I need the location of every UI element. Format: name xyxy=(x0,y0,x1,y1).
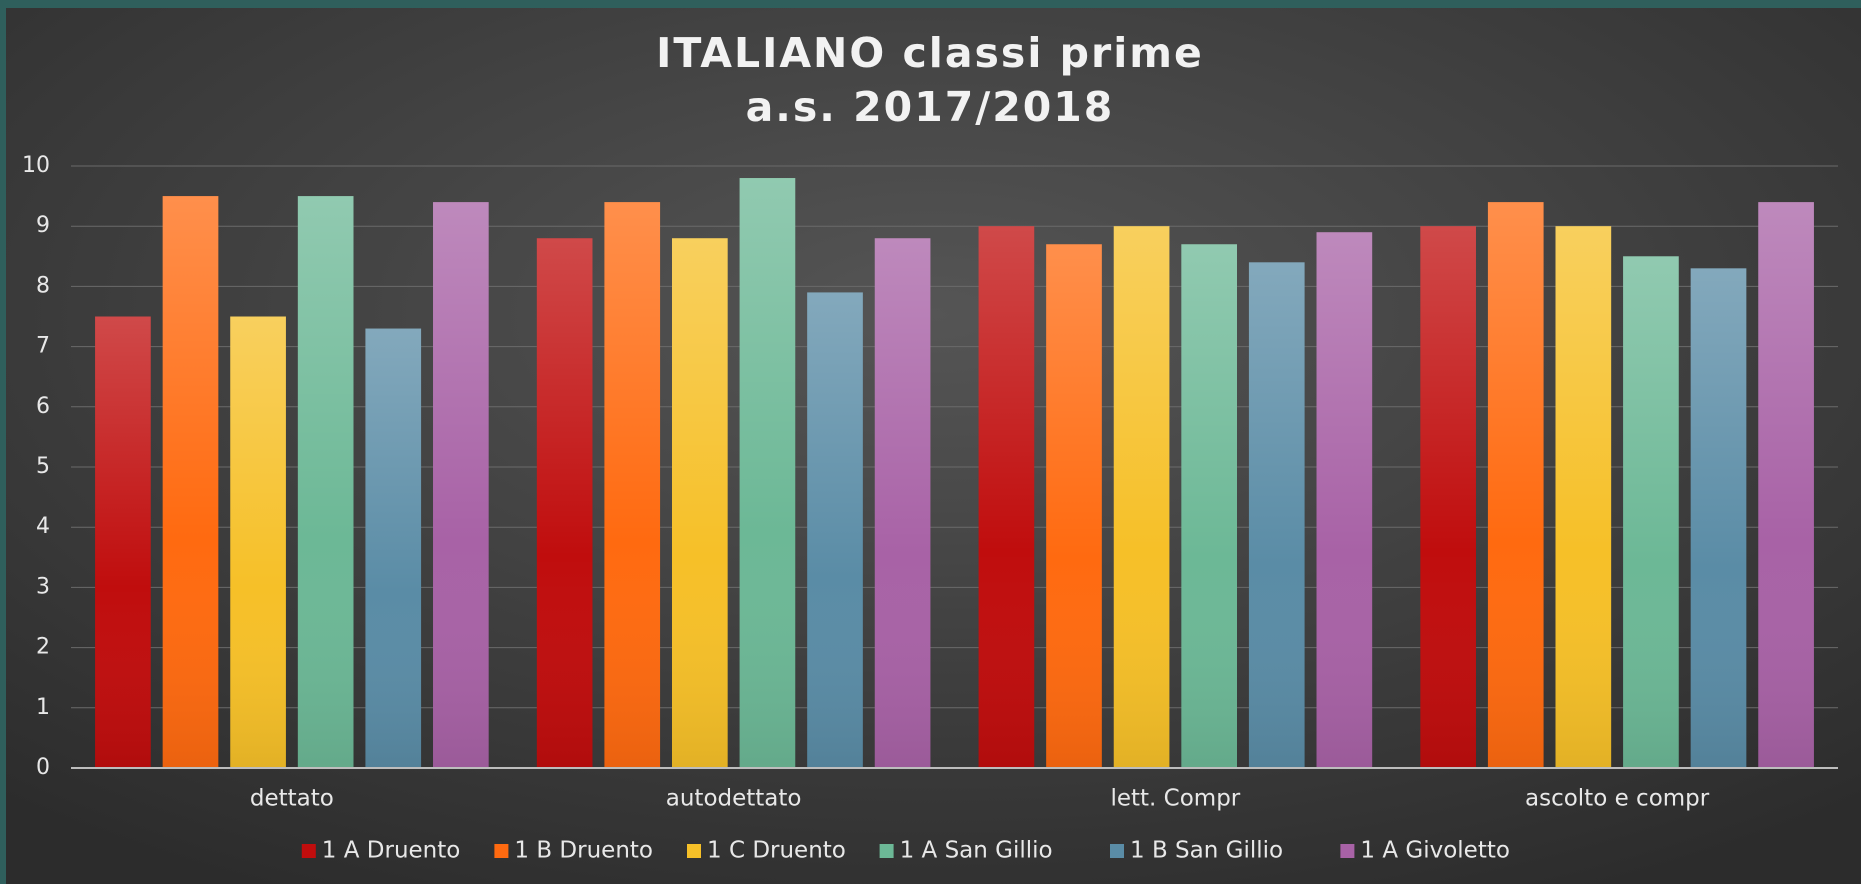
legend-swatch xyxy=(494,844,509,858)
legend-swatch xyxy=(1340,844,1355,858)
bar-sheen xyxy=(1623,256,1679,768)
y-tick-label: 6 xyxy=(36,394,50,419)
bar-sheen xyxy=(95,316,151,768)
bar-sheen xyxy=(1420,226,1476,768)
legend-label: 1 B Druento xyxy=(514,838,653,864)
bar-sheen xyxy=(230,316,286,768)
bar-sheen xyxy=(807,292,863,768)
legend-label: 1 B San Gillio xyxy=(1130,838,1283,864)
legend-swatch xyxy=(1110,844,1124,858)
y-tick-label: 5 xyxy=(36,454,50,479)
bar-sheen xyxy=(1487,202,1544,768)
chart-subtitle: a.s. 2017/2018 xyxy=(746,83,1115,131)
legend-swatch xyxy=(879,844,894,858)
legend-swatch xyxy=(301,844,316,858)
bar-sheen xyxy=(297,196,354,769)
bar-sheen xyxy=(1555,226,1612,768)
y-tick-label: 3 xyxy=(36,574,50,599)
bar-sheen xyxy=(536,238,593,769)
bar-sheen xyxy=(1046,244,1102,768)
bar-sheen xyxy=(1758,202,1814,768)
bar-sheen xyxy=(162,196,219,769)
x-tick-label: ascolto e compr xyxy=(1525,786,1710,812)
bar-sheen xyxy=(1316,232,1373,769)
y-tick-label: 4 xyxy=(36,514,50,539)
x-tick-label: dettato xyxy=(250,786,334,812)
y-tick-label: 2 xyxy=(36,635,50,660)
bar-sheen xyxy=(433,202,489,768)
legend-label: 1 A San Gillio xyxy=(900,838,1053,864)
x-tick-label: lett. Compr xyxy=(1110,786,1240,812)
legend-label: 1 A Givoletto xyxy=(1360,838,1510,864)
bar-sheen xyxy=(978,226,1035,768)
bar-sheen xyxy=(739,178,796,769)
bar-sheen xyxy=(365,328,422,768)
bar-sheen xyxy=(672,238,728,769)
bar-sheen xyxy=(1248,262,1305,768)
legend-label: 1 C Druento xyxy=(707,838,846,864)
x-tick-label: autodettato xyxy=(666,786,802,812)
bar-sheen xyxy=(874,238,931,769)
bar-sheen xyxy=(1181,244,1237,768)
y-tick-label: 8 xyxy=(36,273,50,298)
legend-swatch xyxy=(687,844,701,858)
bar-sheen xyxy=(1113,226,1170,768)
y-tick-label: 1 xyxy=(36,695,50,720)
y-tick-label: 9 xyxy=(36,213,50,238)
legend-label: 1 A Druento xyxy=(322,838,461,864)
chart-title: ITALIANO classi prime xyxy=(656,29,1204,77)
y-tick-label: 7 xyxy=(36,334,50,359)
bar-sheen xyxy=(1690,268,1747,768)
bar-sheen xyxy=(604,202,661,768)
y-tick-label: 0 xyxy=(36,755,50,780)
y-tick-label: 10 xyxy=(22,153,50,178)
